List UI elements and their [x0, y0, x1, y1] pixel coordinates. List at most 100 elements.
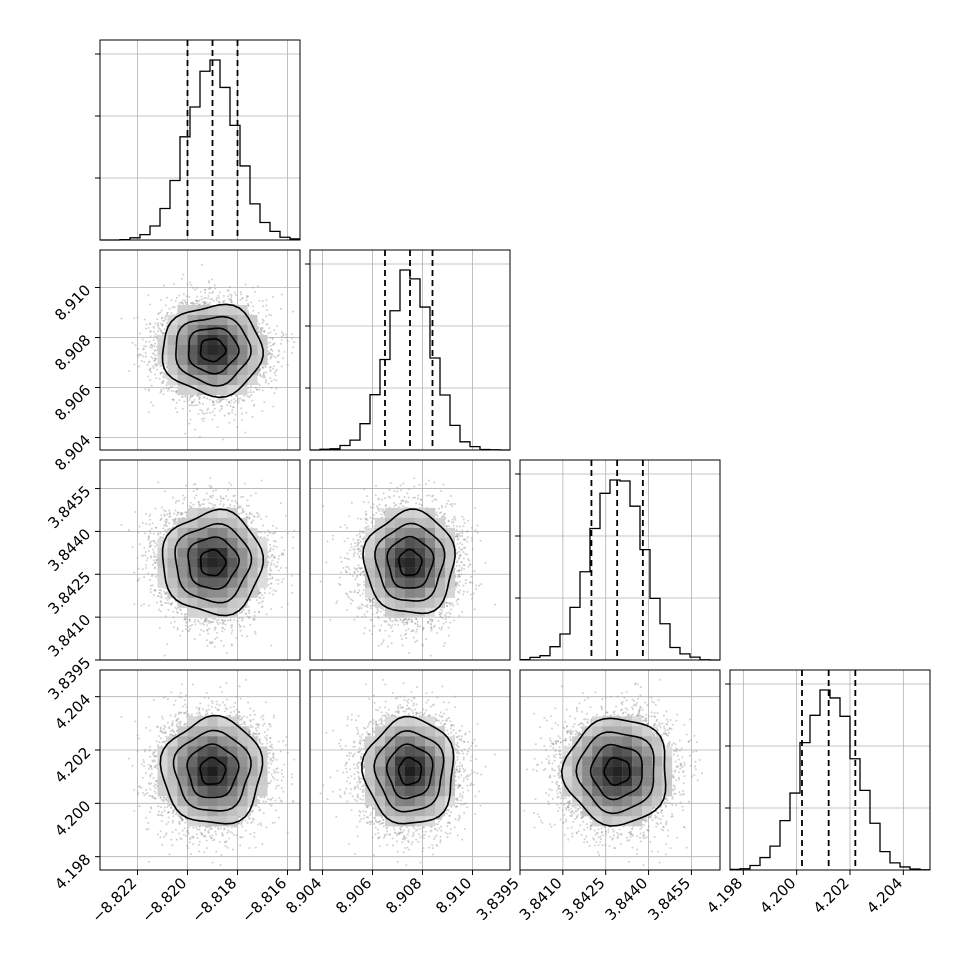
scatter-point-1-0-1544 [207, 295, 209, 297]
scatter-point-1-0-3889 [188, 404, 190, 406]
scatter-point-1-0-528 [196, 302, 198, 304]
scatter-point-1-0-2759 [142, 338, 144, 340]
scatter-point-1-0-3122 [265, 371, 267, 373]
scatter-point-1-0-1422 [257, 285, 259, 287]
scatter-point-1-0-2287 [265, 365, 267, 367]
scatter-point-1-0-3328 [171, 390, 173, 392]
scatter-point-1-0-3412 [262, 305, 264, 307]
scatter-point-1-0-1291 [161, 309, 163, 311]
scatter-point-1-0-4431 [164, 317, 166, 319]
scatter-point-1-0-2161 [251, 416, 253, 418]
scatter-point-1-0-1631 [269, 358, 271, 360]
panel-0-0 [95, 40, 300, 240]
scatter-point-1-0-4272 [237, 402, 239, 404]
scatter-point-1-0-4444 [267, 383, 269, 385]
scatter-point-1-0-2726 [256, 389, 258, 391]
scatter-point-1-0-648 [231, 409, 233, 411]
scatter-point-1-0-447 [150, 371, 152, 373]
scatter-point-1-0-3404 [176, 297, 178, 299]
scatter-point-1-0-2707 [269, 377, 271, 379]
scatter-point-1-0-4721 [154, 335, 156, 337]
scatter-point-1-0-4659 [246, 295, 248, 297]
scatter-point-1-0-3618 [173, 390, 175, 392]
scatter-point-1-0-2237 [261, 410, 263, 412]
scatter-point-1-0-394 [235, 294, 237, 296]
scatter-point-1-0-4825 [287, 364, 289, 366]
scatter-point-1-0-1501 [145, 328, 147, 330]
scatter-point-1-0-4030 [144, 319, 146, 321]
scatter-point-1-0-1078 [238, 398, 240, 400]
scatter-point-1-0-1958 [285, 336, 287, 338]
scatter-point-1-0-2112 [145, 356, 147, 358]
scatter-point-1-0-4195 [197, 413, 199, 415]
scatter-point-1-0-3558 [200, 291, 202, 293]
scatter-point-1-0-2529 [210, 298, 212, 300]
scatter-point-1-0-948 [182, 408, 184, 410]
scatter-point-1-0-3194 [159, 378, 161, 380]
scatter-point-1-0-3079 [201, 264, 203, 266]
scatter-point-1-0-2674 [161, 317, 163, 319]
scatter-point-1-0-4215 [166, 388, 168, 390]
scatter-point-1-0-2095 [259, 384, 261, 386]
scatter-point-1-0-313 [199, 436, 201, 438]
scatter-point-1-0-3652 [186, 398, 188, 400]
scatter-point-1-0-1396 [233, 419, 235, 421]
scatter-point-1-0-3268 [160, 299, 162, 301]
scatter-point-1-0-1000 [192, 405, 194, 407]
scatter-point-1-0-4589 [269, 331, 271, 333]
scatter-point-1-0-3607 [240, 293, 242, 295]
scatter-point-1-0-4512 [170, 312, 172, 314]
scatter-point-1-0-1750 [165, 318, 167, 320]
scatter-point-1-0-3641 [194, 303, 196, 305]
scatter-point-1-0-2142 [163, 376, 165, 378]
scatter-point-1-0-4591 [149, 379, 151, 381]
scatter-point-1-0-2591 [280, 343, 282, 345]
scatter-point-1-0-1961 [275, 379, 277, 381]
scatter-point-1-0-1686 [151, 385, 153, 387]
scatter-point-1-0-743 [235, 400, 237, 402]
scatter-point-1-0-820 [226, 404, 228, 406]
scatter-point-1-0-4293 [260, 329, 262, 331]
scatter-point-1-0-1928 [196, 287, 198, 289]
scatter-point-1-0-4575 [211, 418, 213, 420]
scatter-point-1-0-3145 [190, 284, 192, 286]
scatter-point-1-0-255 [212, 411, 214, 413]
scatter-point-1-0-193 [208, 292, 210, 294]
scatter-point-1-0-3643 [153, 367, 155, 369]
scatter-point-1-0-1272 [267, 332, 269, 334]
scatter-point-1-0-3688 [263, 401, 265, 403]
scatter-point-1-0-4674 [265, 381, 267, 383]
scatter-point-1-0-3657 [218, 297, 220, 299]
scatter-point-1-0-3456 [229, 299, 231, 301]
scatter-point-1-0-2842 [138, 353, 140, 355]
scatter-point-1-0-2507 [140, 354, 142, 356]
scatter-point-1-0-4534 [269, 367, 271, 369]
scatter-point-1-0-4952 [222, 438, 224, 440]
scatter-point-1-0-4962 [159, 328, 161, 330]
scatter-point-1-0-3836 [282, 357, 284, 359]
scatter-point-1-0-2800 [202, 403, 204, 405]
scatter-point-1-0-2559 [156, 318, 158, 320]
scatter-point-1-0-4367 [211, 278, 213, 280]
scatter-point-1-0-4316 [203, 417, 205, 419]
scatter-point-1-0-826 [188, 296, 190, 298]
scatter-point-1-0-4395 [260, 331, 262, 333]
scatter-point-1-0-1609 [145, 345, 147, 347]
scatter-point-1-0-1620 [189, 282, 191, 284]
scatter-point-1-0-1294 [262, 322, 264, 324]
scatter-point-1-0-3180 [157, 325, 159, 327]
scatter-point-1-0-1690 [148, 341, 150, 343]
scatter-point-1-0-3083 [161, 324, 163, 326]
scatter-point-1-0-4424 [272, 368, 274, 370]
scatter-point-1-0-2432 [262, 300, 264, 302]
scatter-point-1-0-3449 [165, 325, 167, 327]
scatter-point-1-0-4798 [258, 312, 260, 314]
scatter-point-1-0-737 [151, 347, 153, 349]
scatter-point-1-0-4070 [193, 302, 195, 304]
scatter-point-1-0-1338 [219, 291, 221, 293]
scatter-point-1-0-2604 [228, 413, 230, 415]
scatter-point-1-0-4858 [173, 283, 175, 285]
scatter-point-1-0-1622 [260, 375, 262, 377]
scatter-point-1-0-1058 [200, 296, 202, 298]
